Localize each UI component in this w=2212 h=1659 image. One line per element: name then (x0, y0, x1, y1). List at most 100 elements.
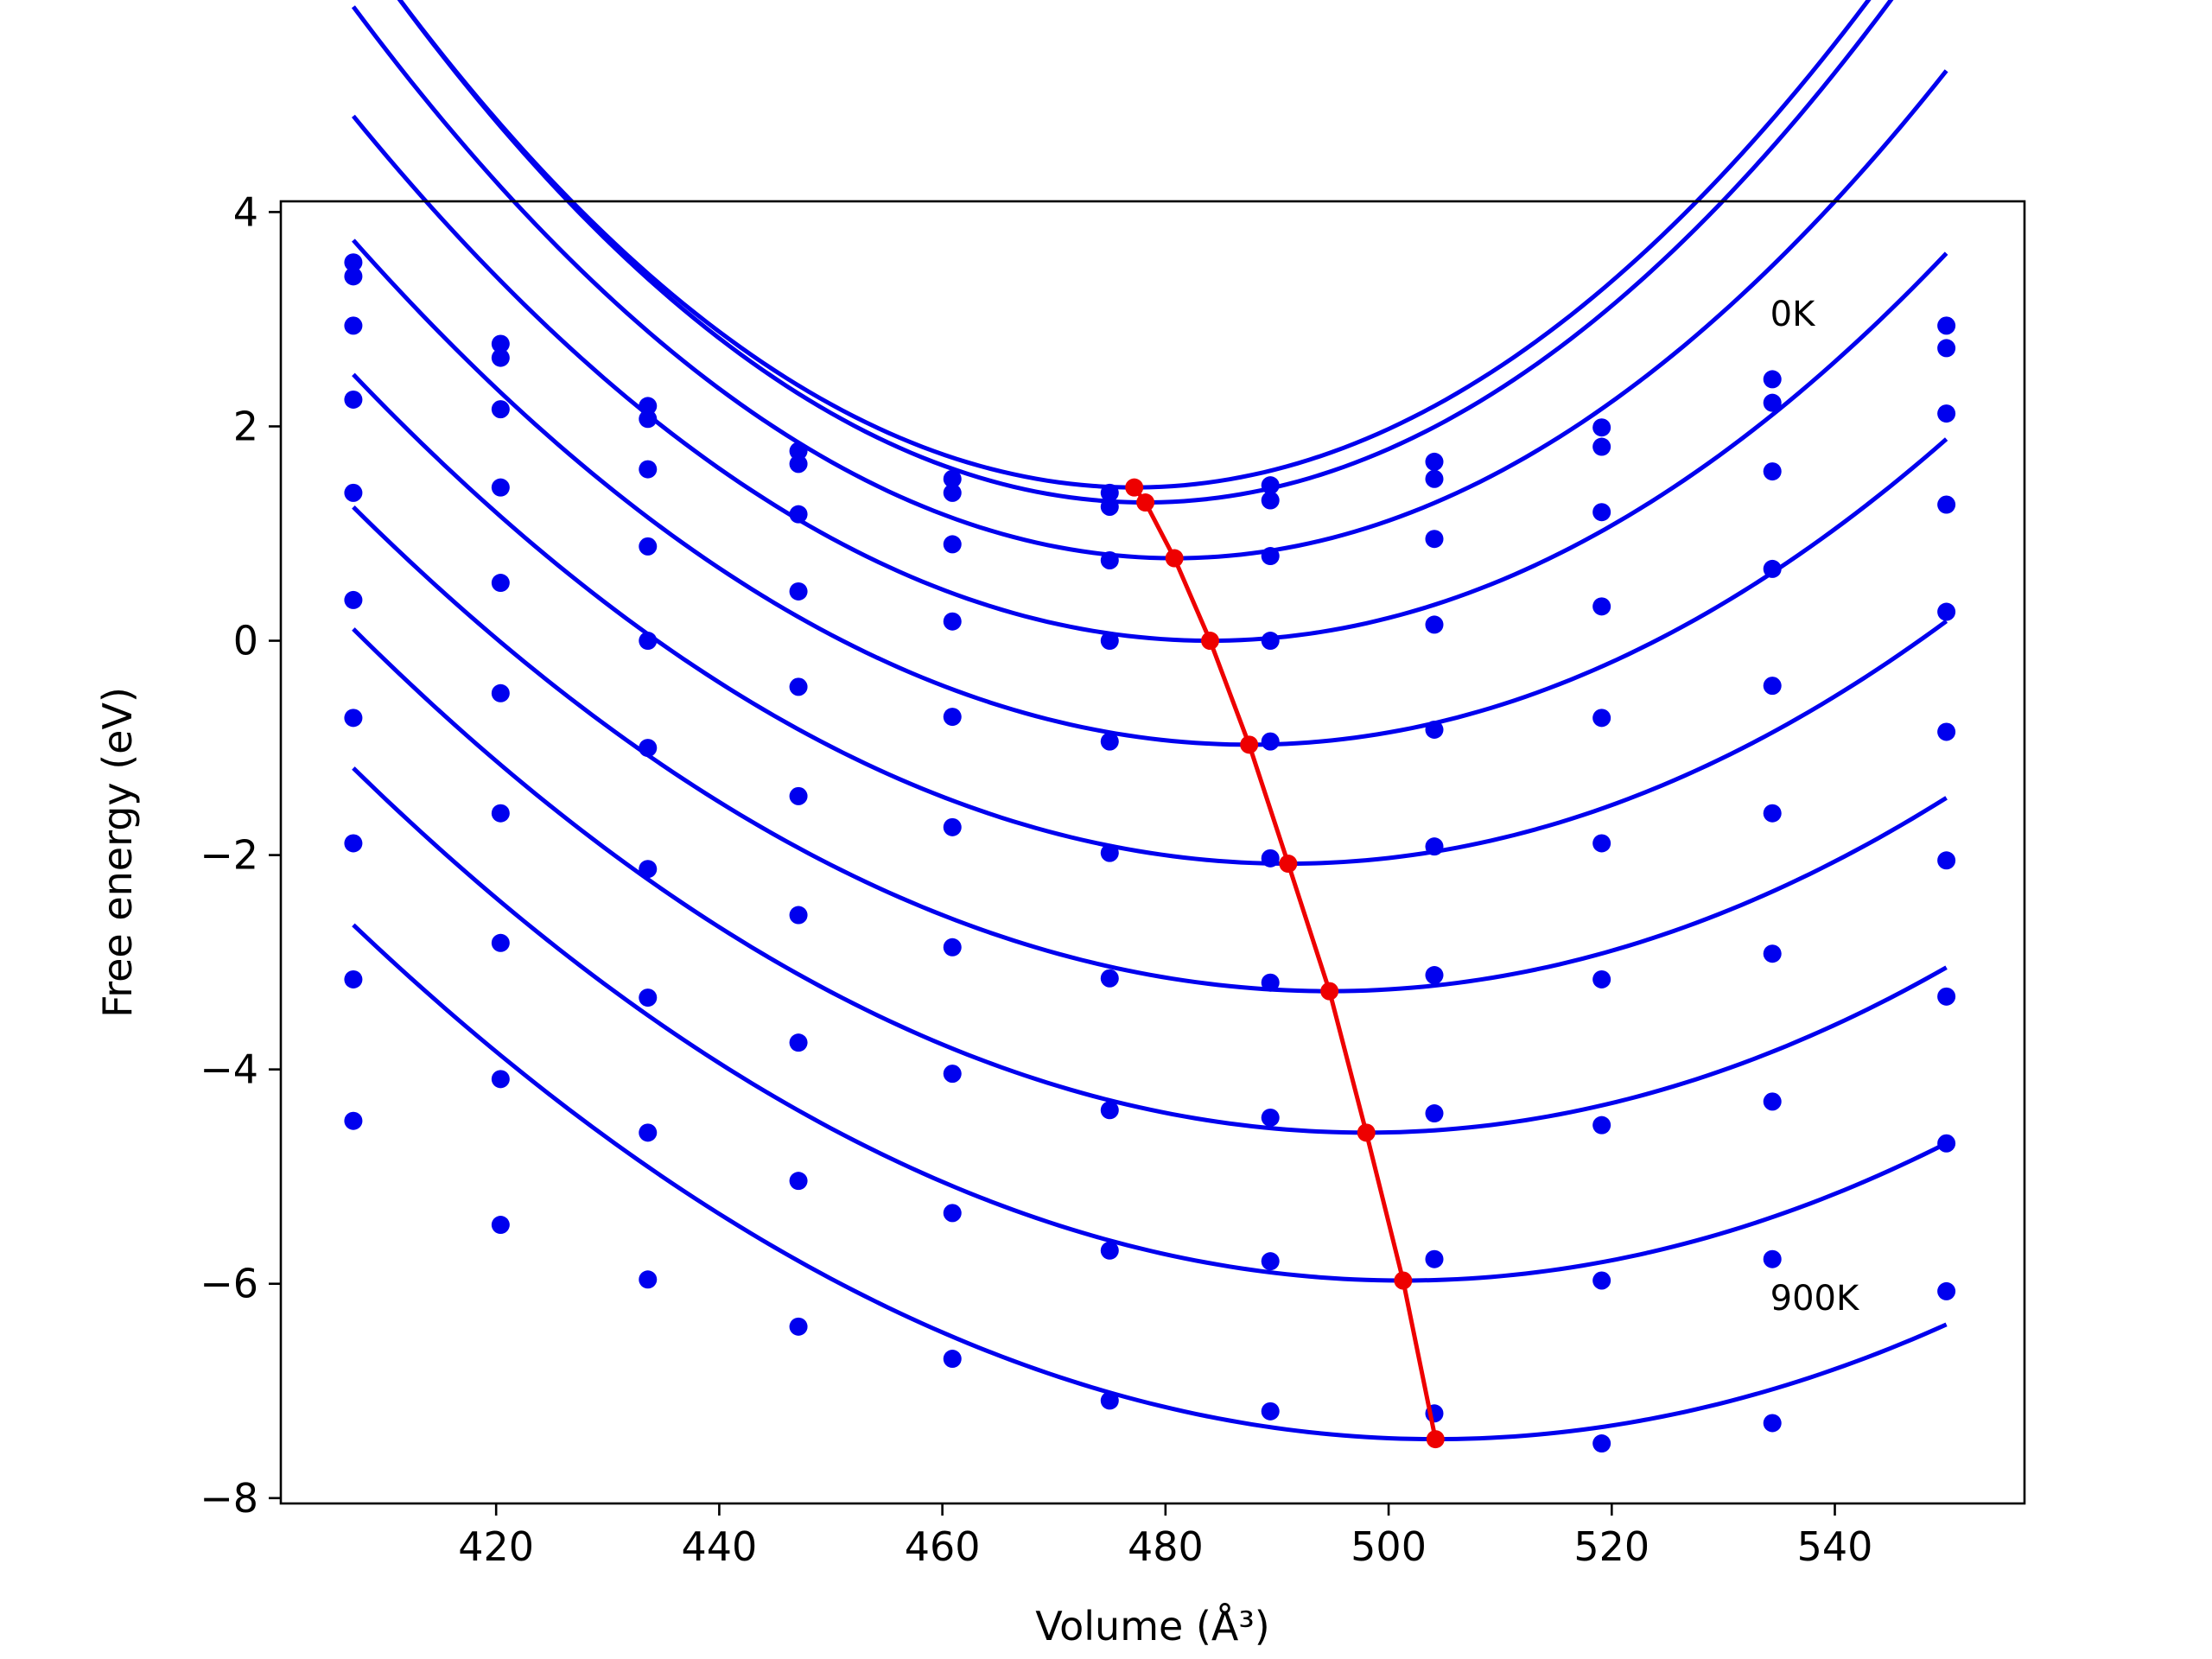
data-point (1763, 1092, 1782, 1111)
data-point (639, 460, 658, 479)
x-tick-label: 440 (681, 1523, 757, 1570)
y-tick-label: 2 (233, 403, 258, 449)
data-point (943, 469, 962, 488)
data-point (1261, 973, 1280, 992)
data-point (344, 834, 363, 853)
x-axis-unit: (Å³) (1196, 1603, 1270, 1649)
annotations: 0K 900K (1770, 295, 1860, 1319)
data-point (1763, 944, 1782, 963)
data-point (1425, 1104, 1444, 1123)
data-point (789, 505, 808, 524)
data-point (1100, 969, 1119, 988)
data-point (1763, 804, 1782, 823)
x-tick-label: 420 (458, 1523, 534, 1570)
data-point (1592, 1434, 1611, 1453)
data-point (1763, 393, 1782, 412)
data-point (1261, 547, 1280, 566)
data-point (943, 535, 962, 554)
fit-curve-7 (352, 627, 1948, 1135)
data-point (1592, 969, 1611, 988)
data-point (1937, 404, 1956, 423)
y-tick-label: −6 (200, 1261, 258, 1307)
data-point (943, 1204, 962, 1223)
x-tick-label: 480 (1128, 1523, 1204, 1570)
data-point (1937, 316, 1956, 335)
data-point (1592, 597, 1611, 616)
minimum-point (1426, 1430, 1445, 1449)
data-point (789, 1172, 808, 1191)
data-point (639, 632, 658, 651)
data-point (1592, 1271, 1611, 1290)
data-point (1937, 1134, 1956, 1153)
data-point (943, 1065, 962, 1084)
data-point (1592, 503, 1611, 522)
data-point (1592, 709, 1611, 728)
data-point (1261, 849, 1280, 868)
data-point (1261, 732, 1280, 751)
data-point (639, 537, 658, 556)
data-point (789, 1033, 808, 1052)
minimum-point (1279, 855, 1298, 874)
data-point (789, 582, 808, 601)
x-axis-label: Volume (1035, 1603, 1183, 1649)
data-point (1937, 495, 1956, 514)
data-point (344, 1111, 363, 1130)
data-point (491, 348, 510, 367)
data-point (344, 267, 363, 286)
data-point (491, 478, 510, 497)
minimum-path (1125, 478, 1445, 1449)
data-point (1261, 1402, 1280, 1421)
data-point (1937, 851, 1956, 870)
data-point (344, 969, 363, 988)
data-point (344, 390, 363, 409)
x-tick-label: 460 (905, 1523, 981, 1570)
data-point (943, 1350, 962, 1369)
fit-curve-5 (352, 372, 1948, 867)
data-point (1261, 1252, 1280, 1271)
y-tick-label: −8 (200, 1475, 258, 1522)
minimum-point (1357, 1123, 1376, 1142)
data-point (639, 397, 658, 416)
data-point (1763, 559, 1782, 578)
data-point (1100, 1391, 1119, 1410)
minimum-line (1132, 486, 1438, 1440)
data-point (639, 739, 658, 758)
data-point (491, 400, 510, 419)
y-tick-label: −2 (200, 832, 258, 879)
y-tick-label: −4 (200, 1046, 258, 1093)
data-point (943, 708, 962, 727)
x-axis-ticks: 420 440 460 480 500 520 540 (458, 1503, 1872, 1570)
fit-curve-3 (351, 114, 1948, 644)
data-point (1763, 462, 1782, 481)
data-point (943, 483, 962, 502)
data-point (1261, 632, 1280, 651)
data-point (1100, 1101, 1119, 1120)
data-point (491, 683, 510, 702)
annotation-label: 900K (1770, 1279, 1860, 1319)
minimum-point (1125, 478, 1144, 497)
fit-curve-1 (397, 0, 1894, 505)
data-point (1763, 677, 1782, 696)
fit-curve-0 (397, 0, 1872, 490)
data-point (344, 483, 363, 502)
minimum-point (1136, 493, 1155, 512)
y-axis-title: Free energy (eV) (94, 687, 141, 1018)
data-point (639, 988, 658, 1007)
fit-curve-9 (352, 923, 1948, 1442)
data-point (639, 410, 658, 429)
data-point (1937, 602, 1956, 621)
data-point (1937, 987, 1956, 1006)
data-point (344, 590, 363, 609)
data-point (1425, 615, 1444, 634)
data-point (1425, 1249, 1444, 1268)
data-point (1261, 491, 1280, 510)
data-point (491, 334, 510, 353)
fit-curve-6 (352, 505, 1948, 994)
data-point (1763, 370, 1782, 389)
annotation-label: 0K (1770, 295, 1816, 334)
data-point (639, 1123, 658, 1142)
data-point (639, 1270, 658, 1289)
minimum-point (1394, 1271, 1413, 1290)
data-point (1100, 732, 1119, 751)
